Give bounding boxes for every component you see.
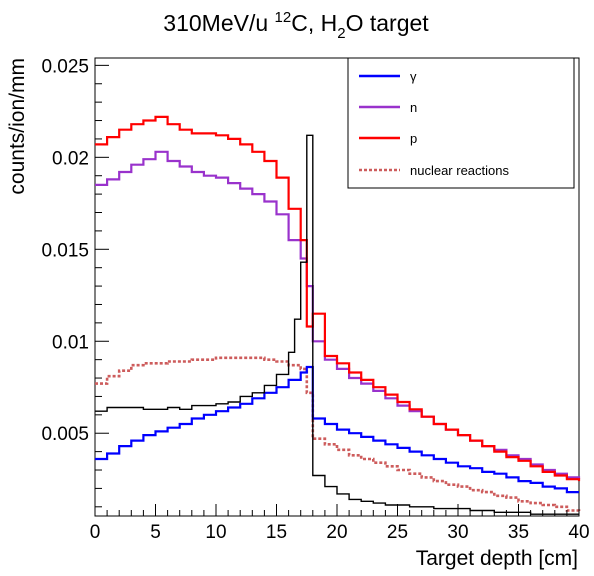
y-tick-label: 0.02	[52, 148, 89, 169]
legend-label-n: n	[410, 100, 417, 115]
legend-label-nuclear: nuclear reactions	[410, 163, 509, 178]
y-axis-title: counts/ion/mm	[6, 58, 29, 195]
y-tick-label: 0.025	[41, 56, 89, 77]
legend-label-gamma: γ	[410, 69, 417, 84]
title-tail: O target	[346, 10, 430, 36]
series-p-line	[95, 115, 581, 482]
series-gamma-line	[95, 365, 579, 494]
y-axis: 0.005 0.01 0.015 0.02 0.025	[41, 56, 109, 508]
title-subscript: 2	[337, 25, 345, 42]
legend-box	[347, 57, 575, 189]
series-total-line	[95, 134, 579, 515]
x-tick-label: 40	[568, 522, 589, 543]
series-nuclear-line	[95, 356, 581, 513]
title-superscript: 12	[275, 9, 292, 26]
x-tick-label: 30	[447, 522, 468, 543]
x-axis: 0 5 10 15 20 25 30 35 40	[90, 504, 590, 543]
chart-title: 310MeV/u 12C, H2O target	[163, 9, 429, 42]
title-c-text: C, H	[291, 10, 337, 36]
x-tick-label: 5	[150, 522, 161, 543]
y-tick-label: 0.01	[52, 332, 89, 353]
x-tick-label: 10	[205, 522, 226, 543]
title-main: 310MeV/u	[163, 10, 274, 36]
x-tick-label: 20	[326, 522, 347, 543]
x-tick-label: 15	[266, 522, 287, 543]
x-tick-label: 25	[387, 522, 408, 543]
legend: γ n p nuclear reactions	[347, 57, 575, 189]
legend-label-p: p	[410, 131, 417, 146]
x-axis-title: Target depth [cm]	[416, 547, 578, 570]
x-tick-label: 0	[90, 522, 101, 543]
y-tick-label: 0.005	[41, 424, 89, 445]
y-tick-label: 0.015	[41, 240, 89, 261]
series-layer	[95, 115, 581, 515]
x-tick-label: 35	[508, 522, 529, 543]
